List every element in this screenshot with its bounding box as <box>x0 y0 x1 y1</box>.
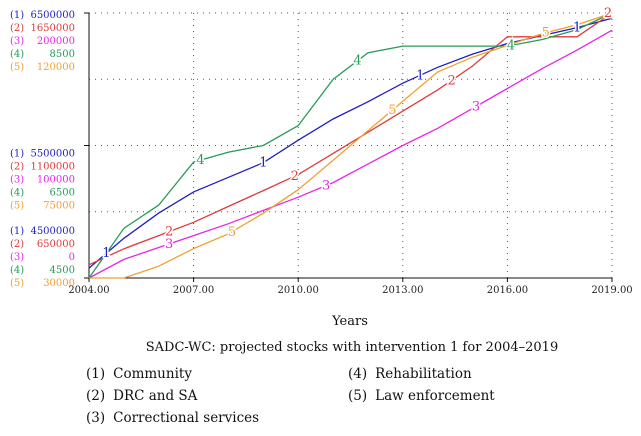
series-line-5 <box>89 12 613 279</box>
legend-item-rehabilitation: (4) Rehabilitation <box>348 366 472 382</box>
series-marker-5-0: 5 <box>228 225 236 240</box>
y-label-series-1-middle-value: 5500000 <box>30 149 75 160</box>
legend-item-law-enforcement: (5) Law enforcement <box>348 388 495 404</box>
series-marker-1-1: 1 <box>259 156 267 171</box>
series-marker-2-2: 2 <box>447 73 455 88</box>
series-marker-4-2: 4 <box>507 38 515 53</box>
y-label-series-5-top-value: 120000 <box>37 62 75 73</box>
y-label-series-5-middle-num: (5) <box>10 201 24 212</box>
grid <box>84 12 613 279</box>
series-marker-3-2: 3 <box>472 99 480 114</box>
legend-label: DRC and SA <box>113 388 198 404</box>
x-axis-label: Years <box>331 314 368 329</box>
y-label-series-3-top-value: 200000 <box>37 36 75 47</box>
series-marker-1-0: 1 <box>102 246 110 261</box>
y-label-series-4-top-num: (4) <box>10 49 24 60</box>
legend-number: (4) <box>348 366 368 382</box>
series-marker-4-0: 4 <box>196 153 204 168</box>
y-label-series-1-middle-num: (1) <box>10 149 24 160</box>
y-label-series-4-bottom-num: (4) <box>10 265 24 276</box>
x-tick-label-4: 2016.00 <box>487 285 528 296</box>
y-label-series-1-top-value: 6500000 <box>30 10 75 21</box>
y-label-series-4-bottom-value: 4500 <box>50 265 75 276</box>
legend-label: Law enforcement <box>375 388 495 404</box>
y-label-series-1-bottom-num: (1) <box>10 226 24 237</box>
series-marker-2-1: 2 <box>291 169 299 184</box>
legend-item-correctional-services: (3) Correctional services <box>86 410 259 426</box>
y-label-series-1-bottom-value: 4500000 <box>30 226 75 237</box>
y-label-series-2-bottom-value: 650000 <box>37 239 75 250</box>
x-tick-label-3: 2013.00 <box>382 285 423 296</box>
y-label-series-5-bottom-value: 30000 <box>43 278 75 289</box>
x-tick-label-0: 2004.00 <box>68 285 109 296</box>
legend-label: Community <box>113 366 192 382</box>
y-label-series-5-middle-value: 75000 <box>43 201 75 212</box>
x-tick-label-1: 2007.00 <box>173 285 214 296</box>
y-label-series-5-top-num: (5) <box>10 62 24 73</box>
y-axis-labels: (1) 6500000(2) 1650000(3) 200000(4) 8500(5) 1… <box>10 10 75 289</box>
series-marker-3-0: 3 <box>165 237 173 252</box>
chart-title: SADC-WC: projected stocks with intervent… <box>146 340 558 355</box>
y-label-series-2-bottom-num: (2) <box>10 239 24 250</box>
series-marker-5-2: 5 <box>542 26 550 41</box>
series-line-3 <box>88 29 613 279</box>
series-marker-1-3: 1 <box>573 21 581 36</box>
legend-number: (3) <box>86 410 106 426</box>
series-line-2 <box>88 12 613 266</box>
x-axis-ticks: 2004.00 2007.00 2010.00 2013.00 2016.00 2019.… <box>68 278 633 296</box>
y-label-series-3-middle-num: (3) <box>10 175 24 186</box>
y-label-series-3-bottom-num: (3) <box>10 252 24 263</box>
legend-number: (1) <box>86 366 106 382</box>
legend-label: Rehabilitation <box>375 366 472 382</box>
series-marker-4-1: 4 <box>353 54 361 69</box>
y-label-series-3-top-num: (3) <box>10 36 24 47</box>
series-marker-2-0: 2 <box>165 225 173 240</box>
series-marker-3-1: 3 <box>322 179 330 194</box>
series-marker-5-1: 5 <box>388 103 396 118</box>
series-line-4 <box>88 12 613 279</box>
y-label-series-2-top-value: 1650000 <box>30 23 75 34</box>
y-label-series-4-middle-num: (4) <box>10 188 24 199</box>
y-label-series-4-top-value: 8500 <box>50 49 75 60</box>
y-label-series-2-top-num: (2) <box>10 23 24 34</box>
y-label-series-2-middle-num: (2) <box>10 162 24 173</box>
y-label-series-4-middle-value: 6500 <box>50 188 75 199</box>
y-label-series-3-middle-value: 100000 <box>37 175 75 186</box>
x-tick-label-2: 2010.00 <box>278 285 319 296</box>
legend-number: (2) <box>86 388 106 404</box>
legend-label: Correctional services <box>113 410 260 426</box>
y-label-series-5-bottom-num: (5) <box>10 278 24 289</box>
y-label-series-2-middle-value: 1100000 <box>30 162 75 173</box>
legend-item-drc-and-sa: (2) DRC and SA <box>86 388 197 404</box>
y-label-series-3-bottom-value: 0 <box>69 252 75 263</box>
series-marker-2-3: 2 <box>604 6 612 21</box>
series-marker-1-2: 1 <box>416 68 424 83</box>
x-tick-label-5: 2019.00 <box>591 285 632 296</box>
legend-item-community: (1) Community <box>86 366 192 382</box>
y-label-series-1-top-num: (1) <box>10 10 24 21</box>
legend-number: (5) <box>348 388 368 404</box>
series-lines <box>88 12 613 279</box>
